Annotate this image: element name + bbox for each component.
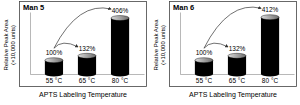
data-label: 406% [112, 7, 129, 14]
x-tick-label: 65 °C [79, 77, 96, 84]
bar [228, 56, 246, 74]
data-label: 100% [196, 49, 213, 56]
bars [45, 16, 129, 77]
y-axis [180, 13, 181, 75]
bar-top [78, 53, 96, 58]
y-axis-line [30, 13, 31, 75]
frame [20, 2, 147, 87]
bars [195, 15, 279, 77]
title: Man 6 [173, 3, 194, 12]
y-label-line: Relative Peak Area [3, 19, 9, 71]
data-label: 412% [262, 6, 279, 13]
bar-top [195, 58, 213, 63]
bar-top [228, 53, 246, 58]
x-tick-label: 65 °C [229, 77, 246, 84]
title: Man 5 [23, 3, 44, 12]
panel: 55 °C 65 °C 80 °C 100% 132% 412% Man 6 Relative… [153, 2, 297, 100]
y-label-line: Relative Peak Area [153, 19, 159, 71]
x-tick-label: 55 °C [196, 77, 213, 84]
x-tick-label: 80 °C [112, 77, 129, 84]
data-label: 132% [229, 45, 246, 52]
y-label-line: (×10,000 units) [10, 25, 16, 65]
x-label: APTS Labeling Temperature [39, 91, 127, 99]
frame [170, 2, 297, 87]
bar-top [45, 58, 63, 63]
y-label: Relative Peak Area(×10,000 units) [3, 19, 16, 71]
chart-root: 55 °C 65 °C 80 °C 100% 132% 406% Man 5 Relative… [0, 0, 300, 105]
x-tick-label: 80 °C [262, 77, 279, 84]
y-label-line: (×10,000 units) [160, 25, 166, 65]
arrow [204, 7, 261, 48]
data-label: 100% [46, 49, 63, 56]
y-axis [30, 13, 31, 75]
x-label: APTS Labeling Temperature [189, 91, 277, 99]
data-label: 132% [79, 45, 96, 52]
x-tick-label: 55 °C [46, 77, 63, 84]
bar-top [261, 15, 279, 20]
bar [78, 56, 96, 74]
bar [261, 17, 279, 74]
arrow [204, 43, 228, 48]
arrow [54, 8, 111, 48]
y-axis-line [180, 13, 181, 75]
arrow [54, 43, 78, 48]
y-label: Relative Peak Area(×10,000 units) [153, 19, 166, 71]
bar [111, 18, 129, 74]
bar-top [111, 16, 129, 21]
panel: 55 °C 65 °C 80 °C 100% 132% 406% Man 5 Relative… [3, 2, 147, 100]
